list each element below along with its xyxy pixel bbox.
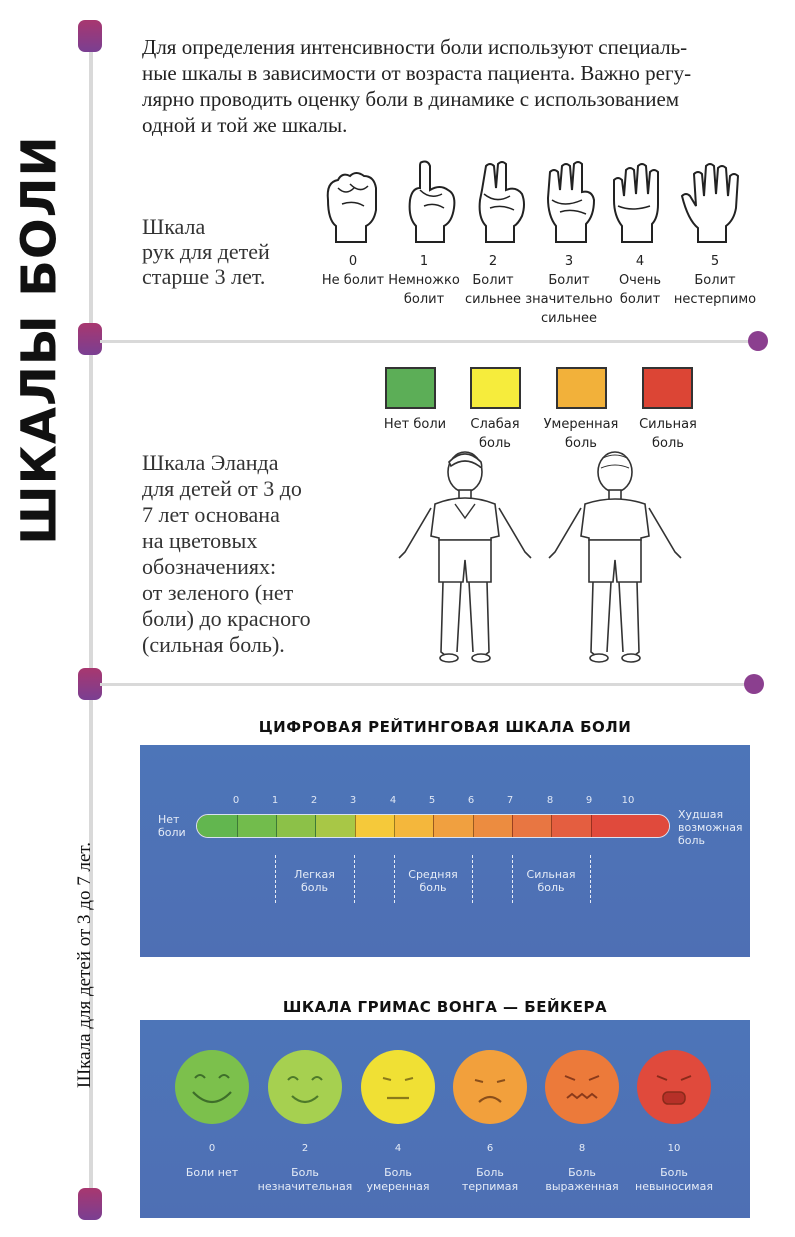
face-caption: Боль невыносимая — [635, 1166, 713, 1193]
scale-number: 3 — [349, 795, 357, 806]
faces-scale-title: ШКАЛА ГРИМАС ВОНГА — БЕЙКЕРА — [282, 998, 608, 1016]
group-label-moderate: Средняя боль — [408, 868, 458, 894]
numeric-scale-title: ЦИФРОВАЯ РЕЙТИНГОВАЯ ШКАЛА БОЛИ — [258, 718, 632, 736]
bar-segment — [512, 815, 551, 837]
worst-pain-label: Худшая возможная боль — [678, 808, 743, 847]
swatch-caption: Умеренная боль — [543, 417, 619, 451]
body-back-figure — [548, 451, 682, 663]
scale-number: 8 — [546, 795, 554, 806]
scale-number: 9 — [585, 795, 593, 806]
face-value: 0 — [208, 1143, 216, 1154]
no-pain-label: Нет боли — [158, 813, 186, 839]
hand-caption: 1 Немножко болит — [388, 254, 460, 307]
hands-scale-label: Шкала рук для детей старше 3 лет. — [142, 214, 270, 289]
scale-number: 6 — [467, 795, 475, 806]
timeline-line — [89, 30, 93, 1205]
color-swatch-orange — [556, 367, 607, 409]
hand-two-fingers-icon — [478, 161, 525, 243]
face-caption: Боль незначительная — [257, 1166, 353, 1193]
group-label-severe: Сильная боль — [526, 868, 576, 894]
timeline-knob — [78, 1188, 102, 1220]
hand-caption: 0 Не болит — [321, 254, 385, 288]
section-divider — [100, 683, 748, 686]
face-no-pain-icon — [175, 1050, 249, 1124]
page-title: ШКАЛЫ БОЛИ — [12, 135, 69, 545]
group-divider — [590, 855, 591, 903]
hand-caption: 2 Болит сильнее — [464, 254, 522, 307]
group-label-mild: Легкая боль — [294, 868, 335, 894]
face-severe-pain-icon — [545, 1050, 619, 1124]
face-value: 10 — [667, 1143, 681, 1154]
bar-segment — [433, 815, 473, 837]
faces-scale-panel — [140, 1020, 750, 1218]
face-value: 4 — [394, 1143, 402, 1154]
swatch-caption: Слабая боль — [470, 417, 520, 451]
face-slight-pain-icon — [268, 1050, 342, 1124]
scale-number: 0 — [232, 795, 240, 806]
group-divider — [472, 855, 473, 903]
hand-caption: 4 Очень болит — [618, 254, 662, 307]
scale-number: 4 — [389, 795, 397, 806]
numeric-scale-panel — [140, 745, 750, 957]
pain-gradient-bar — [196, 814, 670, 838]
face-value: 6 — [486, 1143, 494, 1154]
face-unbearable-pain-icon — [637, 1050, 711, 1124]
bar-segment — [355, 815, 394, 837]
hand-open-icon — [680, 163, 740, 243]
timeline-knob — [78, 20, 102, 52]
group-divider — [354, 855, 355, 903]
color-swatch-yellow — [470, 367, 521, 409]
bar-segment — [237, 815, 276, 837]
hand-three-fingers-icon — [546, 161, 596, 243]
bar-segment — [276, 815, 315, 837]
scale-number: 2 — [310, 795, 318, 806]
eland-scale-label: Шкала Эланда для детей от 3 до 7 лет осн… — [142, 450, 311, 657]
bar-segment — [551, 815, 591, 837]
divider-dot — [744, 674, 764, 694]
hand-fist-icon — [326, 172, 377, 243]
bar-segment — [394, 815, 433, 837]
group-divider — [275, 855, 276, 903]
intro-text: Для определения интенсивности боли испол… — [142, 35, 692, 137]
face-caption: Боль умеренная — [366, 1166, 430, 1193]
face-value: 8 — [578, 1143, 586, 1154]
face-value: 2 — [301, 1143, 309, 1154]
swatch-caption: Нет боли — [383, 417, 447, 432]
hand-four-fingers-icon — [613, 163, 659, 243]
timeline-knob — [78, 323, 102, 355]
bar-segment — [591, 815, 669, 837]
group-divider — [512, 855, 513, 903]
bar-segment — [473, 815, 512, 837]
face-caption: Боль терпимая — [461, 1166, 519, 1193]
section-divider — [100, 340, 750, 343]
scale-number: 1 — [271, 795, 279, 806]
color-swatch-red — [642, 367, 693, 409]
hand-one-finger-icon — [408, 160, 456, 243]
body-front-figure — [398, 451, 532, 663]
hand-caption: 3 Болит значительно сильнее — [525, 254, 613, 326]
timeline-knob — [78, 668, 102, 700]
color-swatch-green — [385, 367, 436, 409]
face-moderate-pain-icon — [361, 1050, 435, 1124]
swatch-caption: Сильная боль — [639, 417, 697, 451]
scale-number: 10 — [621, 795, 635, 806]
divider-dot — [748, 331, 768, 351]
hand-caption: 5 Болит нестерпимо — [673, 254, 757, 307]
face-caption: Боли нет — [185, 1166, 239, 1179]
face-caption: Боль выраженная — [545, 1166, 619, 1193]
face-tolerable-pain-icon — [453, 1050, 527, 1124]
bar-segment — [197, 815, 237, 837]
group-divider — [394, 855, 395, 903]
scale-number: 5 — [428, 795, 436, 806]
scale-number: 7 — [506, 795, 514, 806]
bar-segment — [315, 815, 355, 837]
side-note: Шкала для детей от 3 до 7 лет. — [74, 841, 95, 1089]
